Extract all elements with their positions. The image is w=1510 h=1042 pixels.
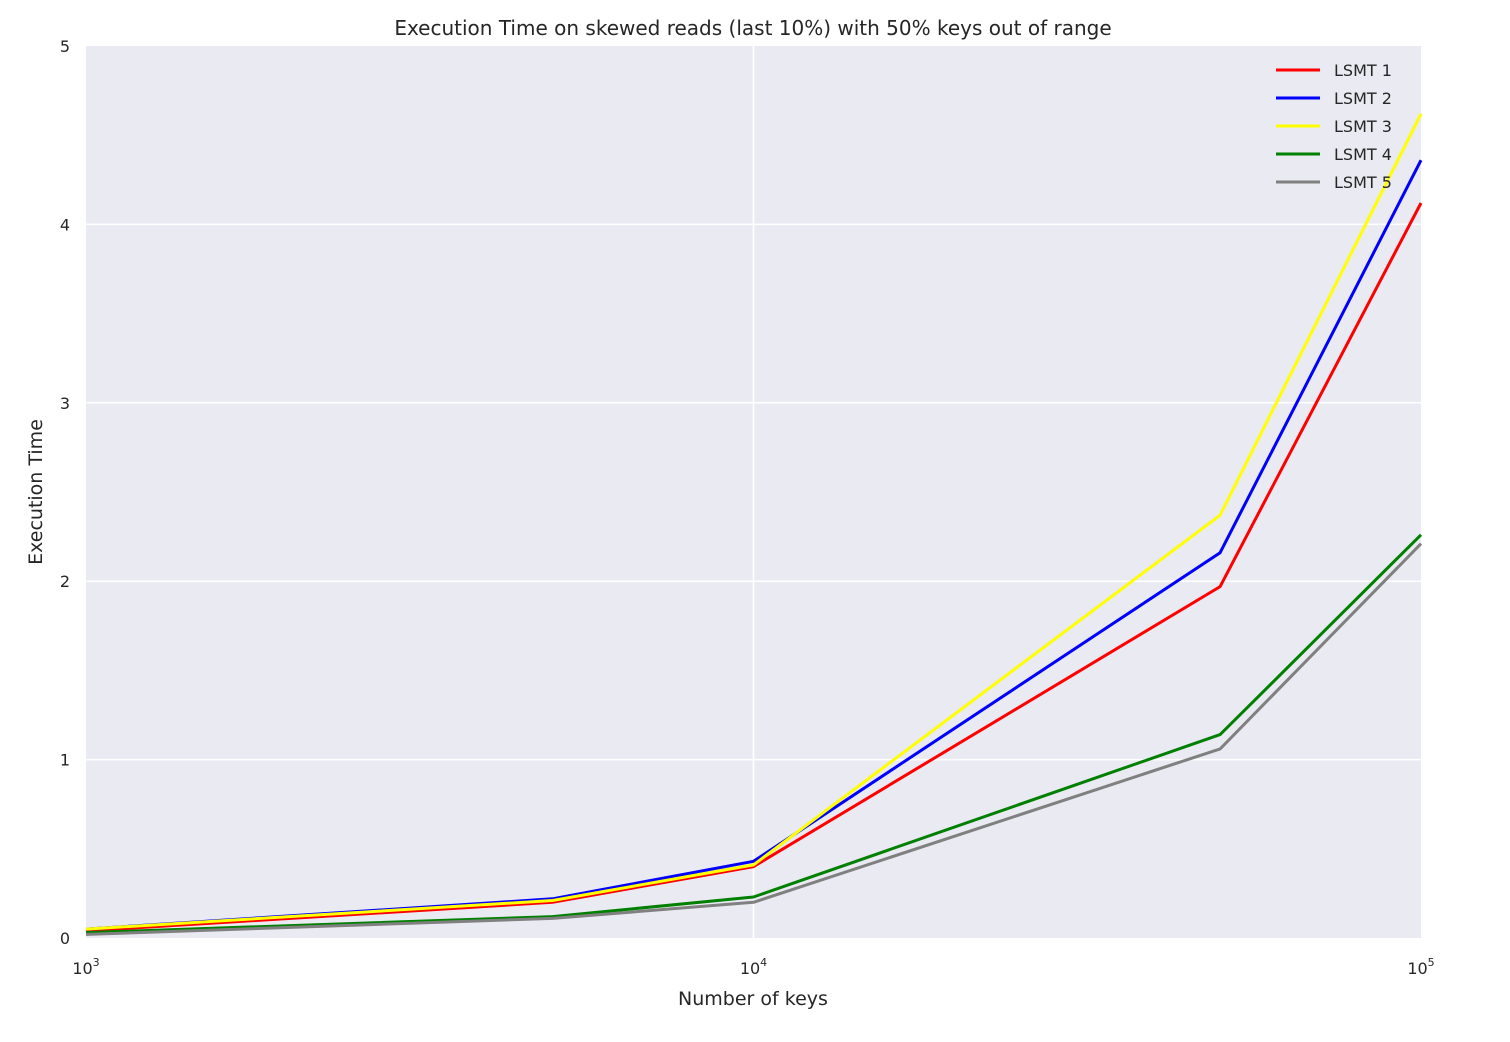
- y-tick-label: 1: [60, 751, 70, 770]
- legend-label-5: LSMT 5: [1334, 173, 1392, 192]
- grid-lines: [86, 46, 1421, 938]
- x-tick-label: 104: [740, 956, 767, 978]
- axis-ticks: 0 1 2 3 4 5 103 104 105: [60, 37, 1435, 978]
- legend-label-1: LSMT 1: [1334, 61, 1392, 80]
- series-line-3: [85, 113, 1423, 931]
- y-tick-label: 4: [60, 215, 70, 234]
- y-axis-label: Execution Time: [25, 419, 47, 565]
- x-tick-label: 103: [72, 956, 99, 978]
- y-tick-label: 0: [60, 929, 70, 948]
- series-line-1: [85, 202, 1423, 933]
- chart-title: Execution Time on skewed reads (last 10%…: [394, 16, 1111, 40]
- y-tick-label: 3: [60, 394, 70, 413]
- series-line-5: [85, 542, 1423, 936]
- legend-label-2: LSMT 2: [1334, 89, 1392, 108]
- series-lines: [85, 113, 1423, 936]
- x-axis-label: Number of keys: [678, 988, 828, 1010]
- x-tick-label: 105: [1407, 956, 1434, 978]
- series-line-4: [85, 533, 1423, 935]
- legend-label-4: LSMT 4: [1334, 145, 1392, 164]
- y-tick-label: 5: [60, 37, 70, 56]
- legend-label-3: LSMT 3: [1334, 117, 1392, 136]
- legend: LSMT 1 LSMT 2 LSMT 3 LSMT 4 LSMT 5: [1276, 61, 1392, 192]
- y-tick-label: 2: [60, 572, 70, 591]
